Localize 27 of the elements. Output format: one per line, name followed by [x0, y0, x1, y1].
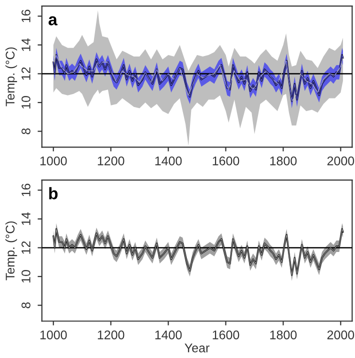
y-tick-label: 10 — [22, 270, 30, 283]
x-tick-label: 1200 — [98, 156, 124, 166]
y-tick-label: 14 — [22, 212, 30, 225]
y-tick-label: 8 — [22, 302, 30, 308]
y-tick-label: 8 — [22, 128, 30, 134]
y-tick-label: 12 — [22, 67, 30, 80]
chart-title: a — [48, 16, 58, 26]
y-tick-label: 10 — [22, 96, 30, 109]
x-tick-label: 2000 — [327, 330, 354, 340]
x-tick-label: 1200 — [98, 330, 124, 340]
x-tick-label: 1800 — [270, 330, 297, 340]
chart-title: b — [49, 187, 58, 200]
y-axis-title: Temp. (°C) — [5, 221, 18, 280]
y-tick-label: 12 — [22, 241, 30, 254]
x-tick-label: 1600 — [212, 330, 240, 340]
y-tick-label: 16 — [22, 10, 30, 22]
y-tick-label: 14 — [22, 38, 30, 51]
y-axis-title: Temp. (°C) — [5, 47, 18, 106]
y-tick-label: 16 — [22, 184, 30, 196]
x-tick-label: 1000 — [40, 156, 67, 166]
x-axis-title: Year — [184, 344, 210, 352]
x-tick-label: 1000 — [40, 330, 67, 340]
x-tick-label: 1400 — [155, 330, 182, 340]
x-tick-label: 1600 — [212, 156, 240, 166]
x-tick-label: 2000 — [327, 156, 354, 166]
x-tick-label: 1800 — [270, 156, 297, 166]
x-tick-label: 1400 — [155, 156, 182, 166]
